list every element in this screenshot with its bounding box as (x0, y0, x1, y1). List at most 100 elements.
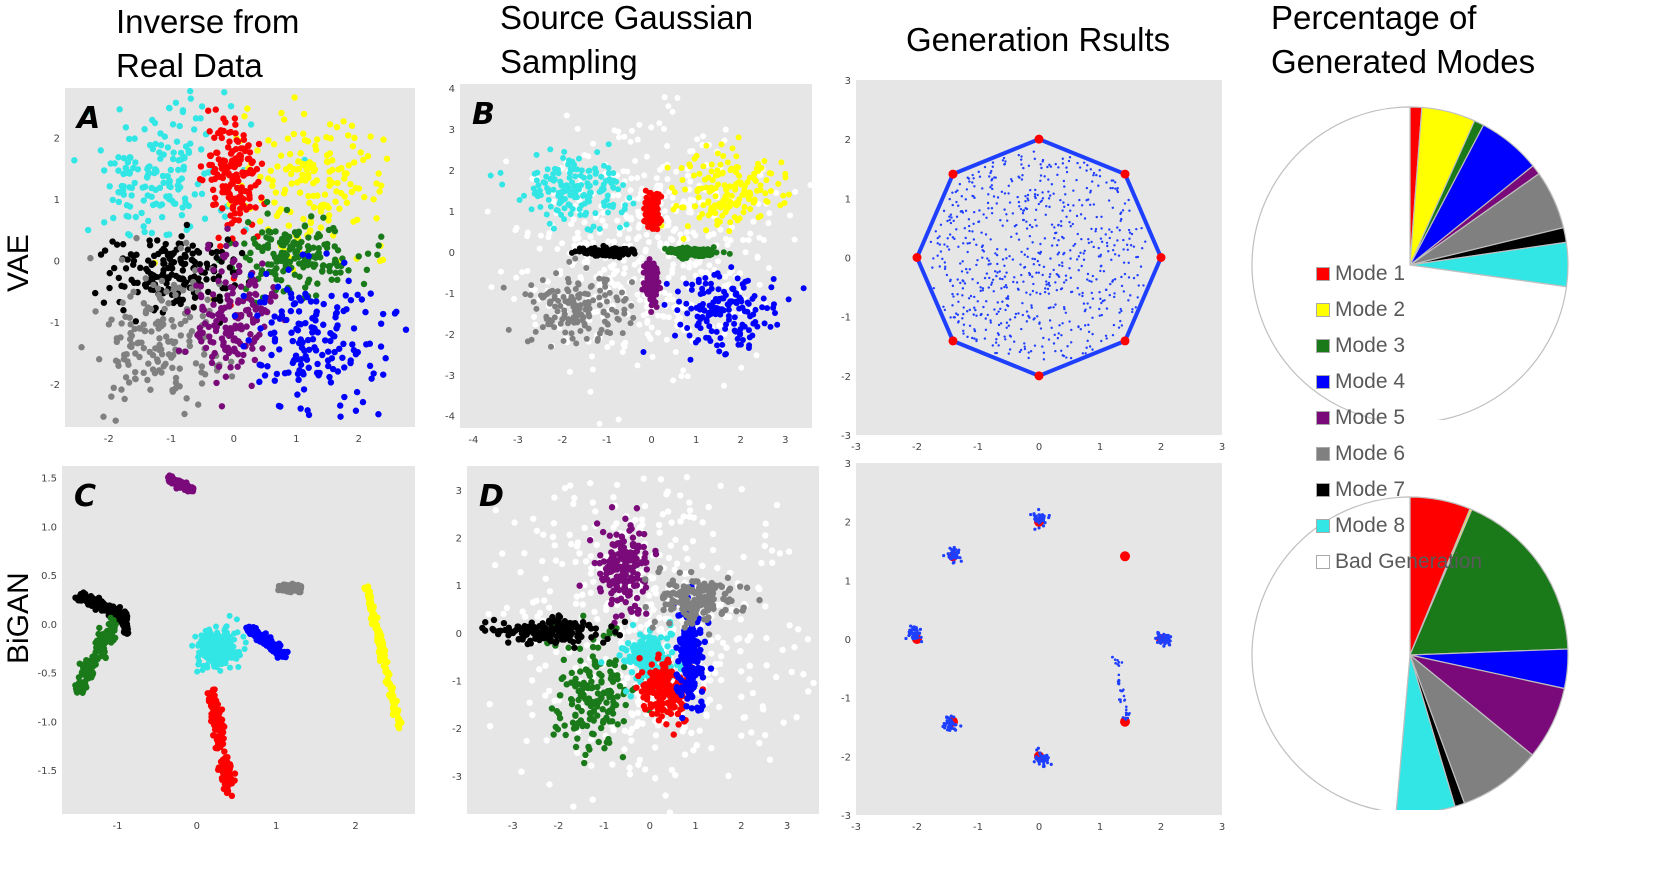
data-point-mode1 (222, 163, 229, 171)
data-point-bad (687, 196, 694, 203)
generated-point (1025, 320, 1029, 323)
data-point-bad (649, 353, 656, 360)
generated-point (1105, 181, 1108, 184)
data-point-mode8 (194, 180, 202, 188)
data-point-mode7 (146, 237, 153, 244)
data-point-mode5 (224, 292, 231, 299)
data-point-mode5 (199, 306, 206, 313)
generated-point (1005, 257, 1008, 260)
data-point-mode1 (220, 185, 227, 192)
x-tick-label: -1 (602, 435, 612, 446)
data-point-mode3 (241, 240, 248, 247)
generated-point (1031, 241, 1034, 244)
generated-point (949, 213, 953, 216)
data-point-mode3 (699, 252, 706, 259)
data-point-mode8 (115, 154, 122, 161)
data-point-mode5 (184, 483, 192, 490)
data-point-mode6 (126, 342, 134, 350)
generated-point (1097, 255, 1101, 258)
data-point-bad (727, 237, 734, 244)
generated-point (1072, 244, 1075, 247)
generated-point (1001, 224, 1004, 227)
data-point-mode8 (573, 194, 580, 201)
data-point-mode7 (172, 272, 180, 280)
generated-point (1077, 255, 1081, 258)
data-point-mode8 (176, 122, 183, 130)
data-point-mode3 (331, 227, 339, 235)
generated-point (949, 279, 952, 283)
x-tick-label: 0 (1036, 442, 1042, 453)
data-point-mode8 (520, 192, 527, 199)
data-point-bad (594, 308, 601, 315)
data-point-mode5 (249, 345, 256, 352)
data-point-mode2 (328, 179, 336, 186)
data-point-mode7 (211, 296, 218, 303)
data-point-mode2 (375, 627, 383, 635)
data-point-bad (546, 230, 553, 237)
data-point-mode2 (304, 138, 312, 145)
data-point-mode8 (161, 133, 168, 140)
data-point-bad (680, 262, 687, 269)
x-tick-label: 3 (1219, 442, 1225, 453)
data-point-bad (636, 321, 643, 328)
generated-point (932, 257, 935, 260)
generated-point (968, 229, 971, 233)
data-point-mode1 (655, 191, 662, 198)
data-point-mode2 (767, 187, 774, 194)
generated-point (942, 209, 946, 213)
data-point-mode8 (71, 157, 78, 164)
data-point-mode4 (350, 325, 358, 332)
y-tick-label: -2 (50, 380, 60, 391)
data-point-mode8 (603, 196, 610, 203)
data-point-mode7 (195, 275, 202, 282)
generated-point (1082, 258, 1086, 261)
data-point-mode2 (785, 191, 792, 198)
data-point-bad (642, 246, 649, 253)
data-point-mode2 (708, 168, 715, 175)
generated-point (965, 188, 969, 191)
data-point-mode1 (236, 205, 244, 212)
data-point-mode6 (552, 303, 559, 310)
generated-point (1006, 219, 1009, 222)
generated-point (972, 313, 975, 316)
generated-point (1078, 166, 1082, 169)
generated-point (1091, 348, 1094, 351)
generated-point (1022, 209, 1025, 213)
generated-point (1034, 188, 1037, 192)
generated-point (1003, 192, 1007, 195)
data-point-mode8 (169, 155, 177, 163)
data-point-mode6 (177, 332, 185, 339)
data-point-mode3 (79, 670, 86, 677)
data-point-mode3 (95, 643, 102, 650)
data-point-mode2 (714, 217, 721, 224)
data-point-mode4 (334, 368, 342, 375)
generated-point (1095, 173, 1098, 177)
data-point-bad (570, 216, 577, 223)
generated-point (985, 216, 988, 219)
generated-point (1053, 333, 1056, 337)
generated-point (973, 196, 976, 200)
generated-point (992, 195, 996, 198)
generated-point (1087, 330, 1091, 334)
data-point-mode4 (725, 316, 732, 323)
data-point-mode8 (172, 200, 179, 207)
generated-point (1070, 290, 1074, 293)
data-point-mode8 (567, 192, 574, 199)
generated-point (1099, 237, 1103, 240)
data-point-mode2 (325, 217, 332, 224)
generated-point (1131, 310, 1134, 314)
data-point-mode4 (303, 293, 311, 301)
data-point-mode7 (625, 248, 632, 255)
generated-point (962, 242, 965, 245)
data-point-mode2 (775, 180, 782, 187)
generated-point (991, 187, 994, 191)
data-point-bad (669, 296, 676, 303)
data-point-bad (536, 245, 543, 252)
generated-point (993, 308, 996, 311)
data-point-mode8 (626, 194, 633, 201)
data-point-mode6 (619, 289, 626, 296)
generated-point (1092, 171, 1096, 175)
data-point-mode4 (734, 335, 741, 342)
data-point-mode2 (763, 177, 770, 184)
data-point-mode6 (172, 291, 179, 299)
